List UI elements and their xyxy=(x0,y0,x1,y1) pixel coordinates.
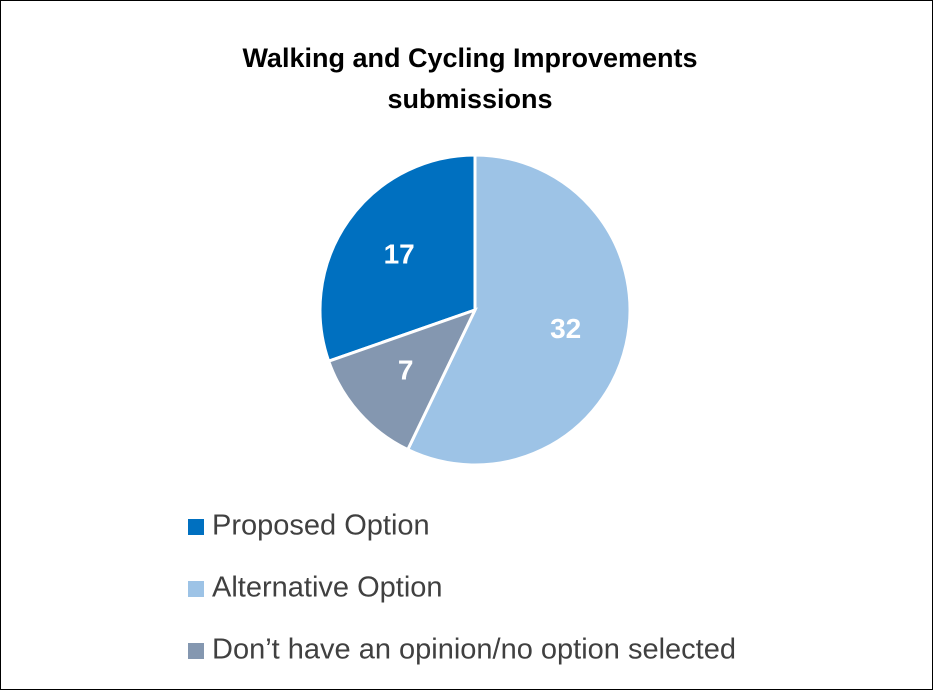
data-label: 17 xyxy=(384,239,415,270)
legend-swatch xyxy=(188,581,204,597)
legend-label: Don’t have an opinion/no option selected xyxy=(212,634,736,666)
legend-label: Alternative Option xyxy=(212,572,443,604)
pie-slice xyxy=(405,153,632,467)
data-label: 7 xyxy=(398,354,414,385)
legend-swatch xyxy=(188,519,204,535)
data-label: 32 xyxy=(550,313,581,344)
legend-label: Proposed Option xyxy=(212,510,430,542)
legend-swatch xyxy=(188,643,204,659)
pie-slice xyxy=(326,307,478,452)
chart-title: Walking and Cycling Improvements submiss… xyxy=(242,43,698,114)
pie-slice xyxy=(318,153,477,364)
